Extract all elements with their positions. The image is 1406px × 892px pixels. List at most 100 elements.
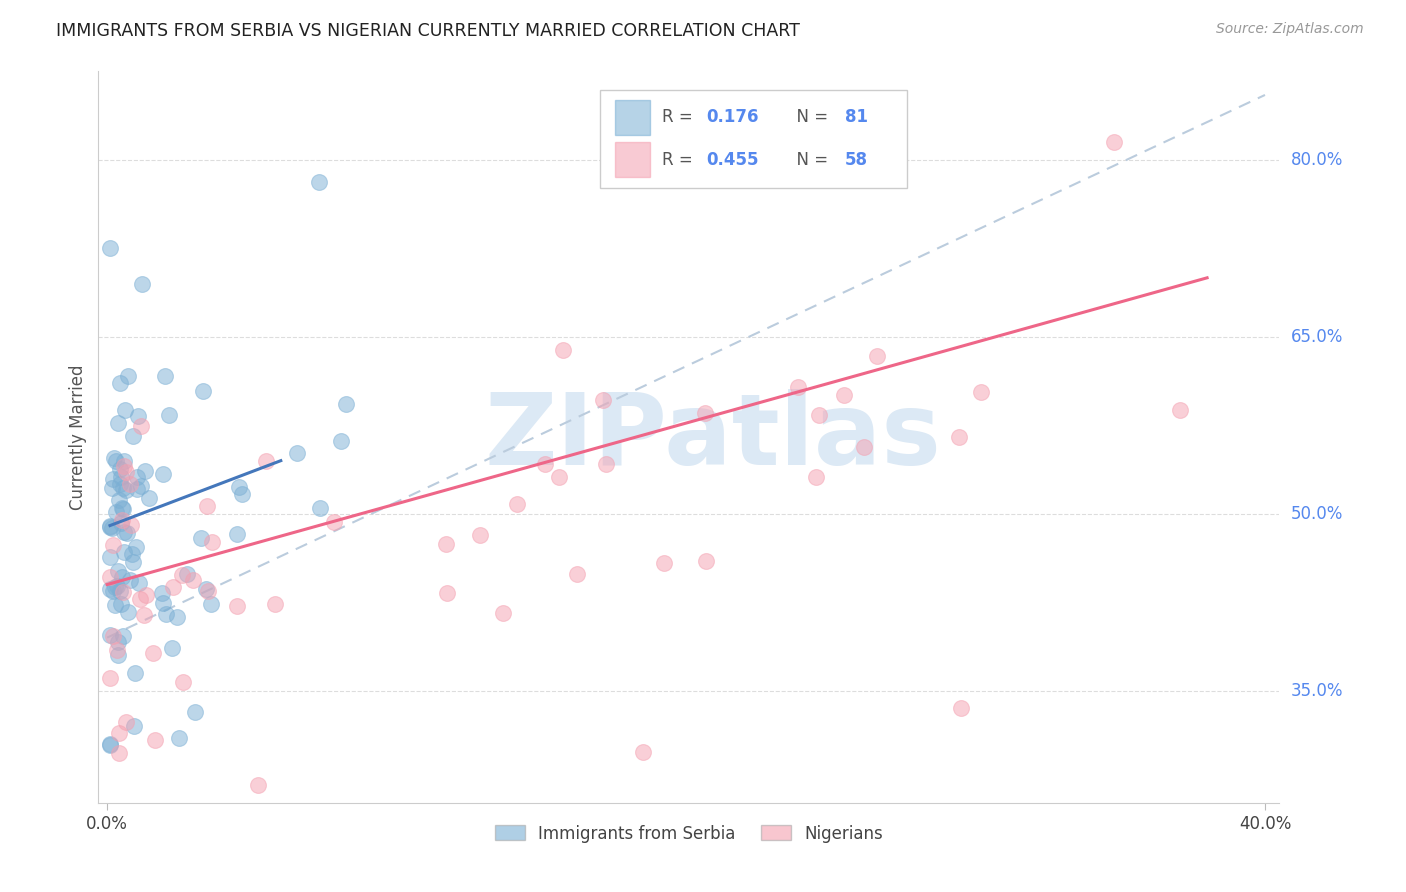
Point xyxy=(108,376,131,390)
Point xyxy=(98,671,121,685)
Point xyxy=(308,175,330,189)
Point xyxy=(104,454,127,468)
Point xyxy=(98,628,121,642)
Point xyxy=(107,564,129,578)
Point xyxy=(166,609,188,624)
Point xyxy=(197,584,219,599)
Point xyxy=(970,384,993,399)
Point xyxy=(127,409,149,423)
Point xyxy=(143,732,166,747)
Point xyxy=(152,467,174,481)
Point xyxy=(122,555,145,569)
Point xyxy=(115,465,138,479)
Point xyxy=(108,493,131,508)
Point xyxy=(226,599,249,613)
Point xyxy=(191,384,214,398)
Point xyxy=(98,737,121,751)
Point xyxy=(98,570,121,584)
Point xyxy=(111,513,134,527)
Point xyxy=(108,726,131,740)
Point xyxy=(264,597,287,611)
Point xyxy=(103,629,125,643)
Point xyxy=(125,540,148,554)
Point xyxy=(162,581,184,595)
Point xyxy=(101,472,124,486)
Point xyxy=(112,525,135,540)
Point xyxy=(195,582,218,596)
Point xyxy=(157,409,180,423)
Text: 0.176: 0.176 xyxy=(707,109,759,127)
Point xyxy=(103,580,125,594)
Point xyxy=(436,586,458,600)
Point xyxy=(170,568,193,582)
Point xyxy=(107,746,129,760)
Text: ZIPatlas: ZIPatlas xyxy=(484,389,941,485)
Point xyxy=(122,719,145,733)
Point xyxy=(129,419,152,434)
Point xyxy=(111,500,134,515)
Point xyxy=(98,549,121,564)
Point xyxy=(804,470,827,484)
Point xyxy=(150,586,173,600)
FancyBboxPatch shape xyxy=(600,90,907,188)
Point xyxy=(112,585,135,599)
Point xyxy=(101,481,124,495)
Point xyxy=(129,479,152,493)
Point xyxy=(468,528,491,542)
Point xyxy=(786,380,808,394)
Point xyxy=(285,446,308,460)
Point xyxy=(121,429,143,443)
Point xyxy=(108,584,131,599)
Text: 0.455: 0.455 xyxy=(707,151,759,169)
Text: 81: 81 xyxy=(845,109,868,127)
Point xyxy=(98,582,121,596)
Point xyxy=(107,416,129,430)
Point xyxy=(181,573,204,587)
Text: 65.0%: 65.0% xyxy=(1291,327,1343,346)
Point xyxy=(138,491,160,505)
Text: Source: ZipAtlas.com: Source: ZipAtlas.com xyxy=(1216,22,1364,37)
Point xyxy=(155,607,177,621)
Point xyxy=(592,392,614,407)
Point xyxy=(152,596,174,610)
Text: R =: R = xyxy=(662,109,697,127)
Point xyxy=(200,597,222,611)
Point xyxy=(120,518,142,533)
Point xyxy=(695,406,717,420)
Point xyxy=(184,705,207,719)
Point xyxy=(335,397,357,411)
Point xyxy=(110,470,132,484)
Point xyxy=(322,516,344,530)
Point xyxy=(201,534,224,549)
Text: N =: N = xyxy=(786,151,834,169)
Point xyxy=(100,738,122,752)
Point xyxy=(131,277,153,291)
Point xyxy=(167,731,190,745)
Point xyxy=(190,531,212,545)
Point xyxy=(124,666,146,681)
Point xyxy=(548,470,571,484)
Point xyxy=(808,408,831,422)
Y-axis label: Currently Married: Currently Married xyxy=(69,364,87,510)
Point xyxy=(595,457,617,471)
Point xyxy=(853,440,876,454)
Point xyxy=(105,642,128,657)
Text: 58: 58 xyxy=(845,151,868,169)
Point xyxy=(112,502,135,516)
Point xyxy=(832,388,855,402)
Point xyxy=(101,538,124,552)
Point xyxy=(98,520,121,534)
Point xyxy=(117,605,139,619)
Point xyxy=(114,483,136,497)
Point xyxy=(551,343,574,357)
Point xyxy=(228,480,250,494)
Point xyxy=(866,349,889,363)
Point xyxy=(309,501,332,516)
Point xyxy=(695,554,717,568)
Point xyxy=(434,537,457,551)
Point xyxy=(135,588,157,602)
Point xyxy=(134,608,156,623)
Point xyxy=(1168,402,1191,417)
Point xyxy=(506,497,529,511)
Point xyxy=(652,557,675,571)
